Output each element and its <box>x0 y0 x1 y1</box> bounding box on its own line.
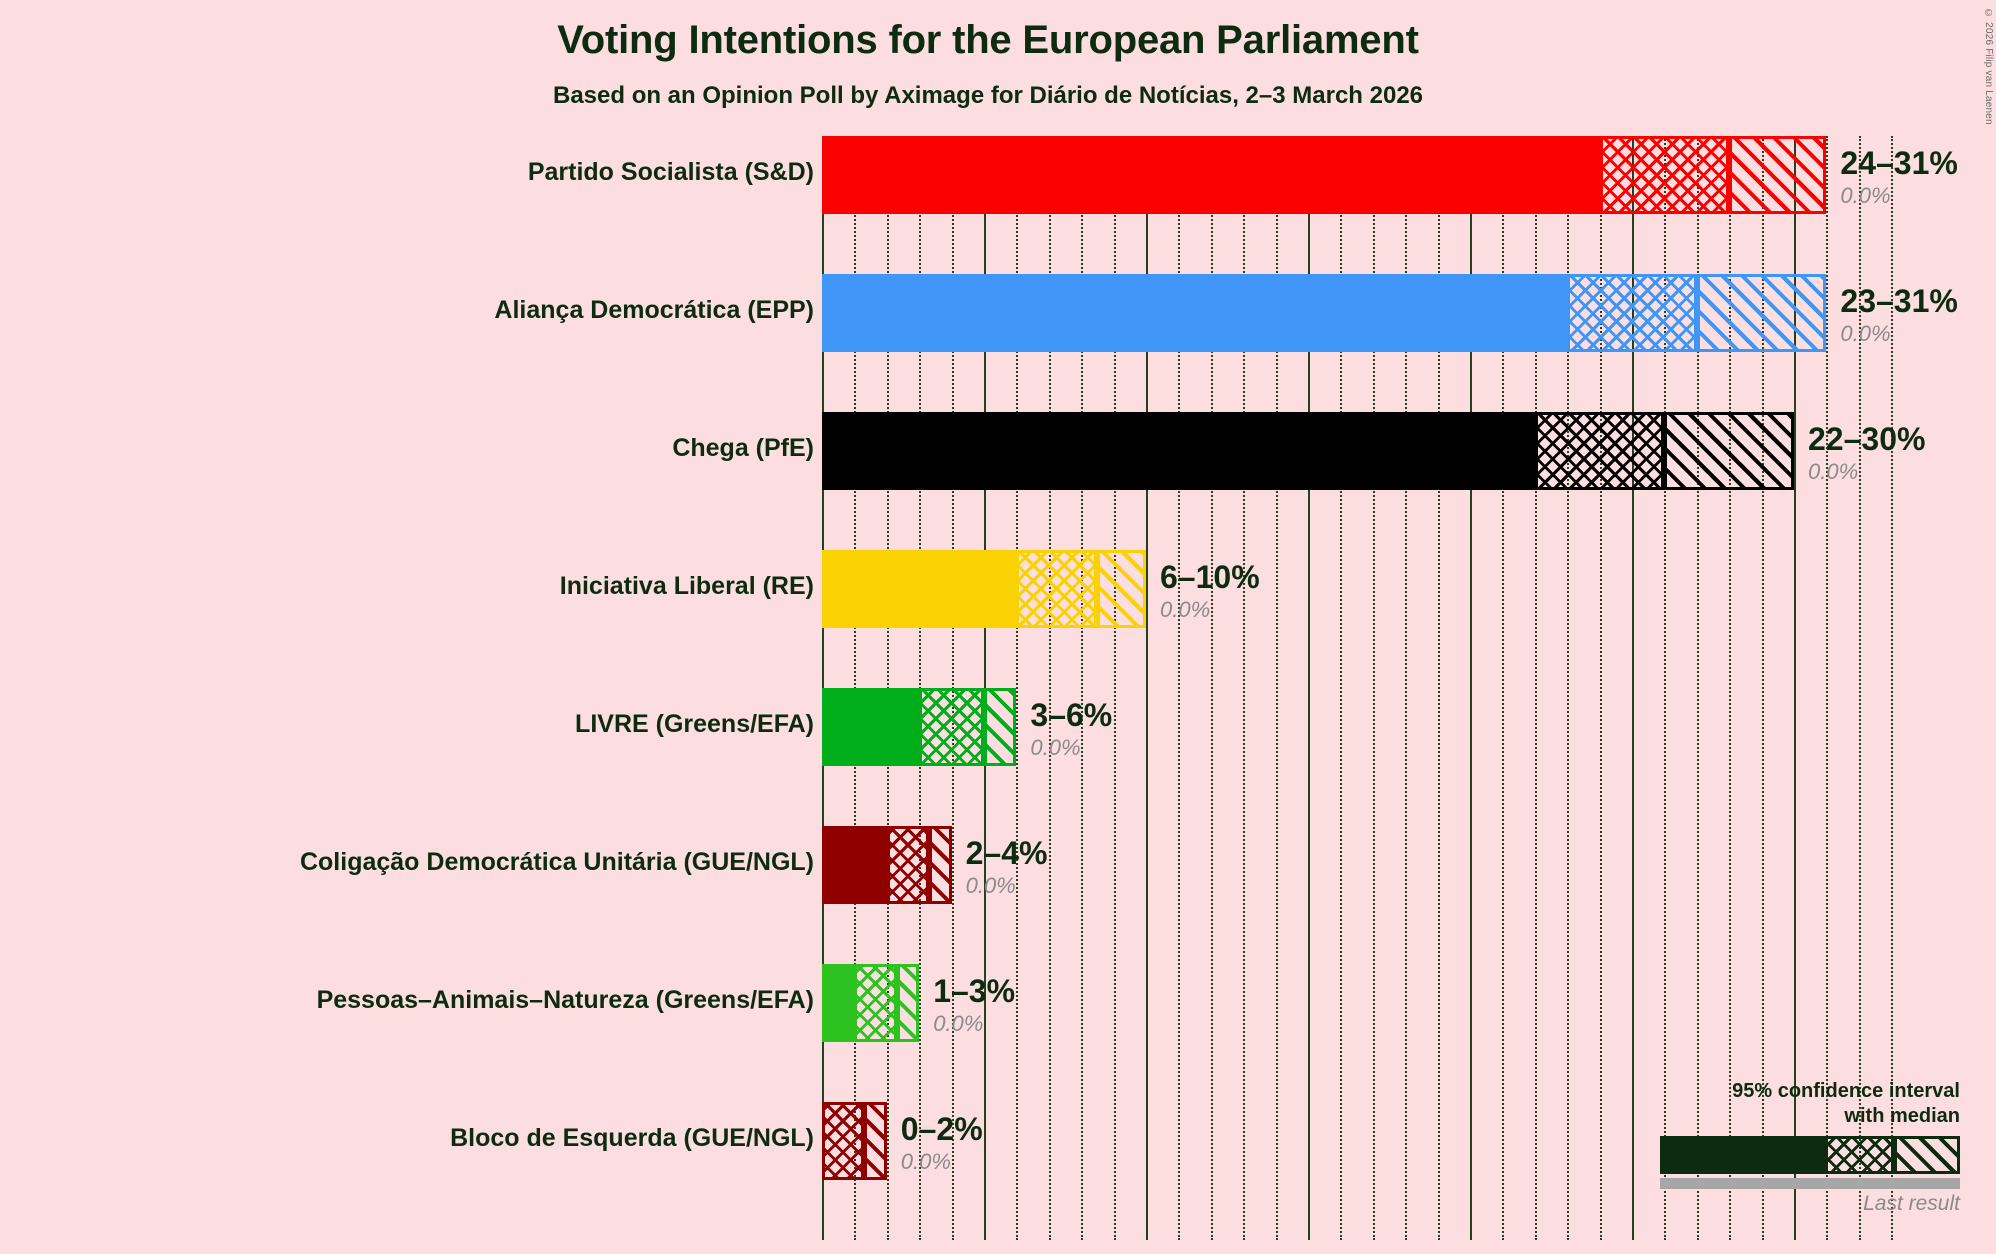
chart-bar-row <box>822 136 1891 214</box>
bar-segment-cross <box>1599 136 1730 214</box>
bar-segment-cross <box>1016 550 1098 628</box>
bar-segment-diag <box>864 1102 887 1180</box>
chart-bar-row <box>822 688 1891 766</box>
gridline-minor <box>1372 136 1375 1240</box>
bar-row-label: Bloco de Esquerda (GUE/NGL) <box>450 1124 814 1152</box>
bar-row-label: Coligação Democrática Unitária (GUE/NGL) <box>299 848 814 876</box>
gridline-minor <box>1761 136 1764 1240</box>
legend-line-2: with median <box>1844 1104 1960 1127</box>
bar-segment-solid <box>822 688 920 766</box>
bar-row-label: Aliança Democrática (EPP) <box>494 296 814 324</box>
bar-segment-cross <box>1567 274 1697 352</box>
bar-segment-diag <box>896 964 920 1042</box>
bar-segment-diag <box>928 826 952 904</box>
bar-segment-solid <box>822 136 1600 214</box>
gridline-major <box>1470 136 1472 1240</box>
gridline-major <box>1794 136 1796 1240</box>
gridline-minor <box>1081 136 1084 1240</box>
legend-last-result-label: Last result <box>1863 1192 1960 1215</box>
legend-last-result-bar <box>1660 1178 1960 1189</box>
bar-row-label: LIVRE (Greens/EFA) <box>575 710 814 738</box>
bar-value-last-result: 0.0% <box>1030 735 1081 760</box>
chart-legend: 95% confidence interval with median Last… <box>1660 1079 1960 1216</box>
bar-segment-solid <box>822 550 1017 628</box>
bar-segment-cross <box>854 964 897 1042</box>
gridline-minor <box>1826 136 1829 1240</box>
page-subtitle: Based on an Opinion Poll by Aximage for … <box>552 82 1424 109</box>
gridline-minor <box>1502 136 1505 1240</box>
bar-segment-solid <box>822 274 1568 352</box>
bar-segment-cross <box>919 688 984 766</box>
bar-value-last-result: 0.0% <box>965 873 1016 898</box>
gridline-minor <box>1599 136 1602 1240</box>
chart-bar-row <box>822 412 1891 490</box>
gridline-minor <box>1696 136 1699 1240</box>
chart-bar-row <box>822 274 1891 352</box>
gridline-major <box>1308 136 1310 1240</box>
chart-bar-row <box>822 550 1891 628</box>
bar-segment-diag <box>1664 412 1794 490</box>
bar-segment-diag <box>1696 274 1827 352</box>
bar-row-label: Partido Socialista (S&D) <box>527 158 814 186</box>
bar-value-range: 6–10% <box>1160 559 1260 595</box>
gridline-minor <box>1534 136 1537 1240</box>
legend-line-1: 95% confidence interval <box>1732 1080 1960 1103</box>
gridline-minor <box>1858 136 1861 1240</box>
bar-value-last-result: 0.0% <box>1840 321 1891 346</box>
bar-segment-cross <box>886 826 929 904</box>
bar-segment-diag <box>1097 550 1146 628</box>
bar-value-range: 23–31% <box>1840 283 1958 319</box>
bar-segment-solid <box>822 826 887 904</box>
gridline-minor <box>1891 136 1894 1240</box>
bar-value-last-result: 0.0% <box>900 1149 951 1174</box>
legend-swatch <box>1660 1136 1960 1174</box>
copyright-notice: © 2026 Filip van Laenen <box>1983 8 1994 125</box>
gridline-minor <box>1437 136 1440 1240</box>
bar-segment-cross <box>1534 412 1665 490</box>
legend-segment-solid <box>1660 1136 1825 1174</box>
gridline-minor <box>1664 136 1667 1240</box>
gridline-minor <box>1567 136 1570 1240</box>
gridline-minor <box>1048 136 1051 1240</box>
gridline-minor <box>1275 136 1278 1240</box>
gridline-minor <box>1113 136 1116 1240</box>
bar-value-last-result: 0.0% <box>933 1011 984 1036</box>
chart-bar-row <box>822 964 1891 1042</box>
gridline-minor <box>1405 136 1408 1240</box>
gridline-minor <box>1243 136 1246 1240</box>
bar-value-range: 0–2% <box>900 1111 983 1147</box>
bar-value-last-result: 0.0% <box>1808 459 1859 484</box>
bar-row-label: Chega (PfE) <box>672 434 814 462</box>
bar-segment-solid <box>822 412 1535 490</box>
chart-bar-row <box>822 1102 1891 1180</box>
gridline-minor <box>1210 136 1213 1240</box>
gridline-minor <box>1178 136 1181 1240</box>
bar-value-range: 2–4% <box>965 835 1048 871</box>
bar-segment-diag <box>1729 136 1827 214</box>
bar-value-last-result: 0.0% <box>1840 183 1891 208</box>
bar-value-range: 22–30% <box>1808 421 1926 457</box>
bar-segment-cross <box>822 1102 865 1180</box>
bar-value-last-result: 0.0% <box>1160 597 1211 622</box>
gridline-minor <box>1340 136 1343 1240</box>
bar-segment-diag <box>984 688 1017 766</box>
page-title: Voting Intentions for the European Parli… <box>557 18 1419 62</box>
bar-row-label: Pessoas–Animais–Natureza (Greens/EFA) <box>316 986 814 1014</box>
bar-row-label: Iniciativa Liberal (RE) <box>559 572 814 600</box>
legend-segment-cross <box>1825 1136 1894 1174</box>
bar-value-range: 1–3% <box>933 973 1016 1009</box>
chart-bar-row <box>822 826 1891 904</box>
gridline-minor <box>1016 136 1019 1240</box>
bar-value-range: 24–31% <box>1840 145 1958 181</box>
gridline-major <box>1632 136 1634 1240</box>
bar-segment-solid <box>822 964 855 1042</box>
bar-value-range: 3–6% <box>1030 697 1113 733</box>
legend-segment-diag <box>1894 1136 1960 1174</box>
gridline-minor <box>1729 136 1732 1240</box>
gridline-major <box>1146 136 1148 1240</box>
chart-plot-area <box>822 136 1894 1240</box>
